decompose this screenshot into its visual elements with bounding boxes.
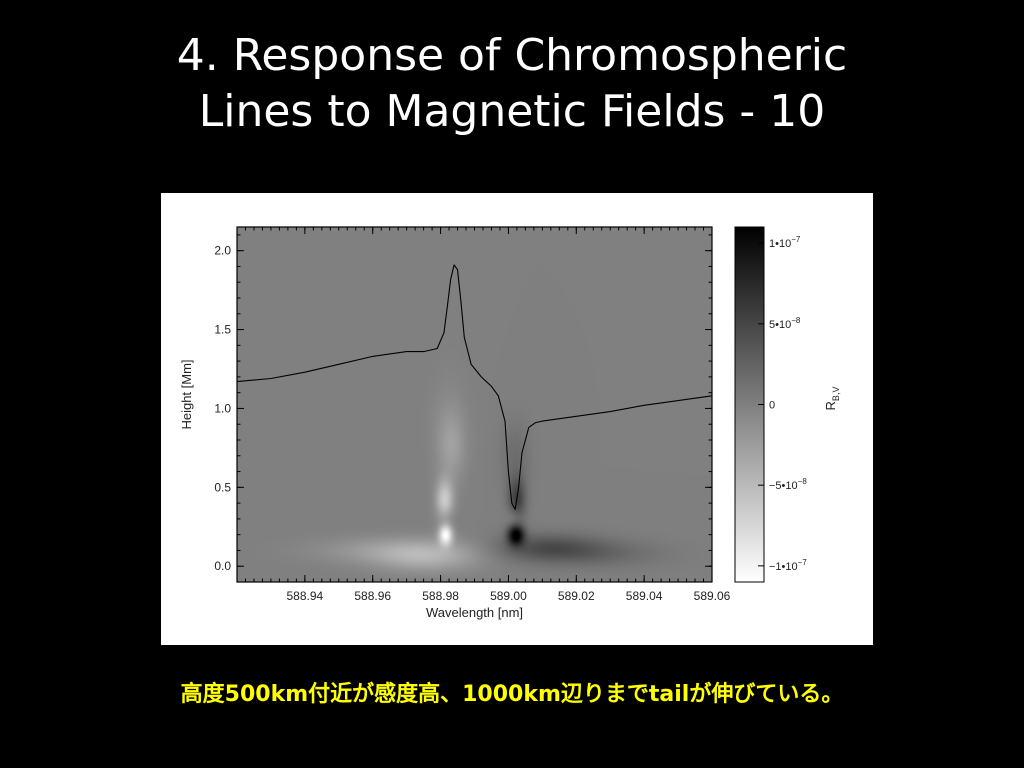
figure-panel: 588.94 588.96 588.98 589.00 589.02 589.04 589.… xyxy=(161,193,873,645)
slide-title: 4. Response of Chromospheric Lines to Ma… xyxy=(0,28,1024,140)
y-tick-label: 0.5 xyxy=(214,480,231,494)
colorbar-tick-label: 1•10−7 xyxy=(769,235,801,250)
x-tick-label: 589.02 xyxy=(558,589,595,603)
heatmap-image xyxy=(237,227,712,582)
colorbar-tick-label: −1•10−7 xyxy=(769,558,807,573)
colorbar-tick-exponent: −8 xyxy=(798,477,808,486)
slide-title-line-1: 4. Response of Chromospheric xyxy=(176,30,848,81)
y-tick-label: 0.0 xyxy=(214,559,231,573)
x-axis-label: Wavelength [nm] xyxy=(426,605,523,620)
response-curve-line xyxy=(236,264,713,510)
colorbar-tick-base: 5•10 xyxy=(769,319,791,331)
colorbar-tick-label: 5•10−8 xyxy=(769,316,801,331)
x-tick-label: 588.98 xyxy=(422,589,459,603)
x-tick-label: 589.04 xyxy=(626,589,663,603)
y-tick-label: 2.0 xyxy=(214,244,231,258)
colorbar-label-main: R xyxy=(823,401,838,410)
colorbar-tick-label: 0 xyxy=(769,400,775,412)
colorbar-tick-label: −5•10−8 xyxy=(769,477,807,492)
colorbar-tick-exponent: −7 xyxy=(791,235,801,244)
response-function-chart: 588.94 588.96 588.98 589.00 589.02 589.04 589.… xyxy=(179,226,841,620)
x-tick-label: 589.00 xyxy=(490,589,527,603)
colorbar-tick-base: −5•10 xyxy=(769,480,798,492)
colorbar-tick-base: −1•10 xyxy=(769,561,798,573)
colorbar-tick-base: 0 xyxy=(769,400,775,412)
y-axis-label: Height [Mm] xyxy=(179,359,194,429)
slide-title-line-2: Lines to Magnetic Fields - 10 xyxy=(198,86,826,137)
x-tick-label: 589.06 xyxy=(694,589,731,603)
x-tick-label: 588.94 xyxy=(287,589,324,603)
colorbar-tick-base: 1•10 xyxy=(769,238,791,250)
colorbar-label-sub: B,V xyxy=(831,387,841,402)
slide-caption: 高度500km付近が感度高、1000km辺りまでtailが伸びている。 xyxy=(180,682,844,707)
colorbar-label: RB,V xyxy=(823,387,841,411)
x-tick-label: 588.96 xyxy=(354,589,391,603)
y-tick-label: 1.0 xyxy=(214,401,231,415)
colorbar-tick-exponent: −8 xyxy=(791,316,801,325)
colorbar-tick-exponent: −7 xyxy=(798,558,808,567)
y-tick-label: 1.5 xyxy=(214,323,231,337)
